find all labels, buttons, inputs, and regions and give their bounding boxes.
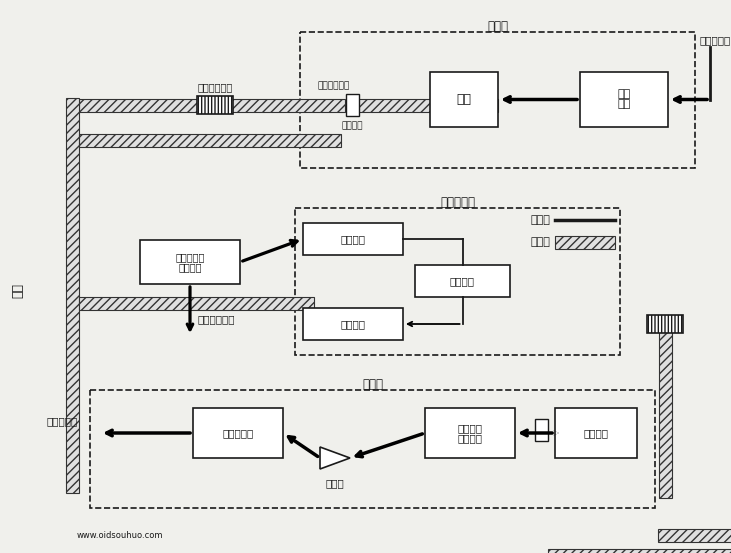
- Bar: [193, 408, 283, 458]
- Bar: [534, 419, 548, 441]
- Bar: [197, 96, 233, 114]
- Bar: [295, 208, 620, 355]
- Text: 光检波器: 光检波器: [458, 433, 482, 443]
- Bar: [555, 408, 637, 458]
- Text: 光源: 光源: [456, 93, 471, 106]
- Bar: [303, 308, 403, 340]
- Text: 光连接器: 光连接器: [341, 122, 363, 131]
- Bar: [140, 240, 240, 284]
- Bar: [346, 94, 358, 116]
- Text: 设备: 设备: [618, 100, 631, 109]
- Text: 信号处理器: 信号处理器: [222, 428, 254, 438]
- Bar: [79, 98, 345, 112]
- Bar: [658, 529, 731, 541]
- Bar: [647, 315, 683, 333]
- Bar: [300, 32, 695, 168]
- Bar: [79, 296, 314, 310]
- Bar: [79, 133, 341, 147]
- Text: 电处理器: 电处理器: [450, 276, 475, 286]
- Bar: [659, 317, 672, 498]
- Bar: [303, 223, 403, 255]
- Bar: [580, 72, 668, 127]
- Bar: [346, 98, 498, 112]
- Text: 光缆层分层盒: 光缆层分层盒: [197, 82, 232, 92]
- Text: 中继回路备份: 中继回路备份: [198, 314, 235, 324]
- Bar: [66, 98, 78, 493]
- Text: 电信号输出: 电信号输出: [46, 416, 77, 426]
- Text: 光放大器: 光放大器: [583, 428, 608, 438]
- Text: 光路合山器: 光路合山器: [175, 252, 205, 262]
- Text: 光发射器: 光发射器: [341, 319, 366, 329]
- Text: 光信号: 光信号: [530, 237, 550, 247]
- Text: 放大器: 放大器: [325, 478, 344, 488]
- Text: www.oidsouhuo.com: www.oidsouhuo.com: [77, 530, 163, 540]
- Bar: [430, 72, 498, 127]
- Bar: [555, 236, 615, 248]
- Text: 光波转换: 光波转换: [458, 423, 482, 433]
- Bar: [90, 390, 655, 508]
- Bar: [425, 408, 515, 458]
- Text: 光缆: 光缆: [12, 283, 25, 298]
- Polygon shape: [320, 447, 350, 469]
- Text: 接收机: 接收机: [362, 378, 383, 392]
- Text: 光缆层分层器: 光缆层分层器: [318, 81, 350, 91]
- Text: 电信: 电信: [618, 90, 631, 100]
- Text: 再生中继器: 再生中继器: [440, 196, 475, 210]
- Text: 光检测器: 光检测器: [341, 234, 366, 244]
- Bar: [415, 265, 510, 297]
- Text: 发送机: 发送机: [487, 20, 508, 34]
- Text: 代替山器: 代替山器: [178, 262, 202, 272]
- Text: 电信号: 电信号: [530, 215, 550, 225]
- Bar: [548, 549, 731, 553]
- Text: 电信号输入: 电信号输入: [700, 35, 731, 45]
